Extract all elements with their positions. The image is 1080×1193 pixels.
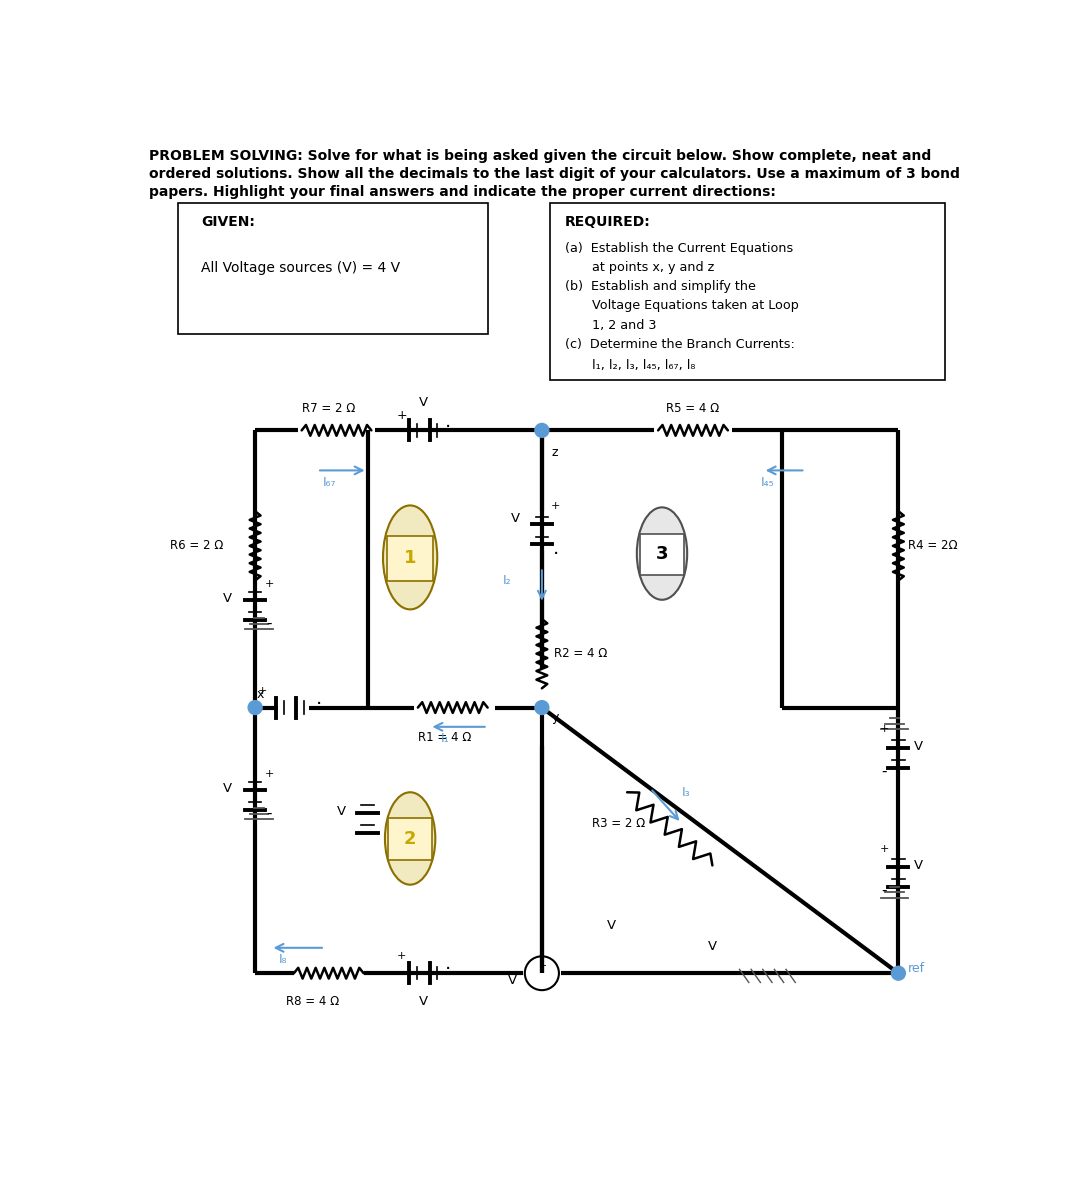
- Text: I₁: I₁: [441, 733, 449, 746]
- Circle shape: [535, 424, 549, 438]
- Text: +: +: [396, 409, 407, 422]
- Text: V: V: [508, 975, 517, 988]
- Text: papers. Highlight your final answers and indicate the proper current directions:: papers. Highlight your final answers and…: [149, 185, 775, 199]
- Text: R4 = 2Ω: R4 = 2Ω: [907, 539, 957, 552]
- Text: R3 = 2 Ω: R3 = 2 Ω: [592, 816, 646, 829]
- Text: R2 = 4 Ω: R2 = 4 Ω: [554, 647, 607, 660]
- FancyBboxPatch shape: [387, 536, 433, 581]
- Text: z: z: [552, 446, 558, 459]
- Ellipse shape: [383, 506, 437, 610]
- Text: (b)  Establish and simplify the: (b) Establish and simplify the: [565, 280, 756, 293]
- Text: +: +: [265, 768, 273, 779]
- Text: Voltage Equations taken at Loop: Voltage Equations taken at Loop: [592, 299, 799, 313]
- Text: +: +: [538, 960, 545, 971]
- Text: PROBLEM SOLVING: Solve for what is being asked given the circuit below. Show com: PROBLEM SOLVING: Solve for what is being…: [149, 149, 931, 163]
- FancyBboxPatch shape: [550, 203, 945, 381]
- Text: R7 = 2 Ω: R7 = 2 Ω: [301, 402, 355, 415]
- Text: R5 = 4 Ω: R5 = 4 Ω: [666, 402, 719, 415]
- Text: 1, 2 and 3: 1, 2 and 3: [592, 319, 657, 332]
- Text: x: x: [257, 688, 264, 701]
- Text: +: +: [258, 686, 268, 696]
- Text: V: V: [222, 592, 232, 605]
- Text: R8 = 4 Ω: R8 = 4 Ω: [286, 995, 339, 1008]
- FancyBboxPatch shape: [177, 203, 488, 334]
- FancyBboxPatch shape: [640, 533, 684, 575]
- Text: V: V: [419, 396, 428, 409]
- Circle shape: [248, 700, 262, 715]
- Text: +: +: [880, 843, 889, 853]
- Text: y: y: [552, 711, 559, 724]
- Text: V: V: [707, 940, 717, 953]
- Text: GIVEN:: GIVEN:: [201, 215, 255, 229]
- Text: .: .: [445, 412, 451, 431]
- Text: -: -: [881, 764, 887, 778]
- Text: V: V: [419, 995, 428, 1008]
- Text: +: +: [397, 951, 406, 962]
- Text: at points x, y and z: at points x, y and z: [592, 261, 715, 274]
- Text: R6 = 2 Ω: R6 = 2 Ω: [170, 539, 224, 552]
- Text: +: +: [551, 501, 561, 511]
- Text: +: +: [265, 579, 273, 588]
- Text: (a)  Establish the Current Equations: (a) Establish the Current Equations: [565, 242, 794, 255]
- Text: l₁, l₂, l₃, l₄₅, l₆₇, l₈: l₁, l₂, l₃, l₄₅, l₆₇, l₈: [592, 359, 696, 372]
- Text: V: V: [914, 740, 923, 753]
- Ellipse shape: [637, 507, 687, 600]
- Text: (c)  Determine the Branch Currents:: (c) Determine the Branch Currents:: [565, 338, 795, 351]
- Circle shape: [535, 700, 549, 715]
- Text: V: V: [337, 805, 346, 818]
- Text: I₆₇: I₆₇: [323, 476, 336, 489]
- Text: .: .: [553, 538, 559, 557]
- Text: 3: 3: [656, 544, 669, 563]
- Text: V: V: [511, 513, 521, 525]
- Text: R1 = 4 Ω: R1 = 4 Ω: [418, 730, 471, 743]
- Circle shape: [891, 966, 905, 981]
- Text: I₄₅: I₄₅: [761, 476, 774, 489]
- Text: All Voltage sources (V) = 4 V: All Voltage sources (V) = 4 V: [201, 261, 400, 274]
- Text: .: .: [445, 954, 451, 973]
- Text: V: V: [222, 781, 232, 795]
- Text: I₃: I₃: [681, 786, 690, 799]
- Text: -: -: [881, 883, 887, 897]
- Text: I₂: I₂: [503, 574, 512, 587]
- Text: ref: ref: [907, 962, 924, 975]
- Text: REQUIRED:: REQUIRED:: [565, 215, 651, 229]
- Text: 1: 1: [404, 549, 417, 567]
- Text: +: +: [880, 724, 889, 734]
- Text: I₈: I₈: [279, 953, 287, 966]
- Text: -: -: [267, 805, 272, 821]
- FancyBboxPatch shape: [389, 818, 432, 860]
- Text: .: .: [316, 688, 323, 707]
- Text: -: -: [267, 616, 272, 630]
- Text: V: V: [914, 859, 923, 872]
- Ellipse shape: [384, 792, 435, 885]
- Text: ordered solutions. Show all the decimals to the last digit of your calculators. : ordered solutions. Show all the decimals…: [149, 167, 960, 181]
- Text: V: V: [607, 920, 617, 933]
- Text: 2: 2: [404, 830, 417, 848]
